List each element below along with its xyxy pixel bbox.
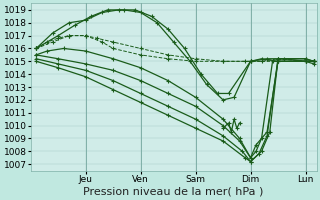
X-axis label: Pression niveau de la mer( hPa ): Pression niveau de la mer( hPa ) <box>84 187 264 197</box>
